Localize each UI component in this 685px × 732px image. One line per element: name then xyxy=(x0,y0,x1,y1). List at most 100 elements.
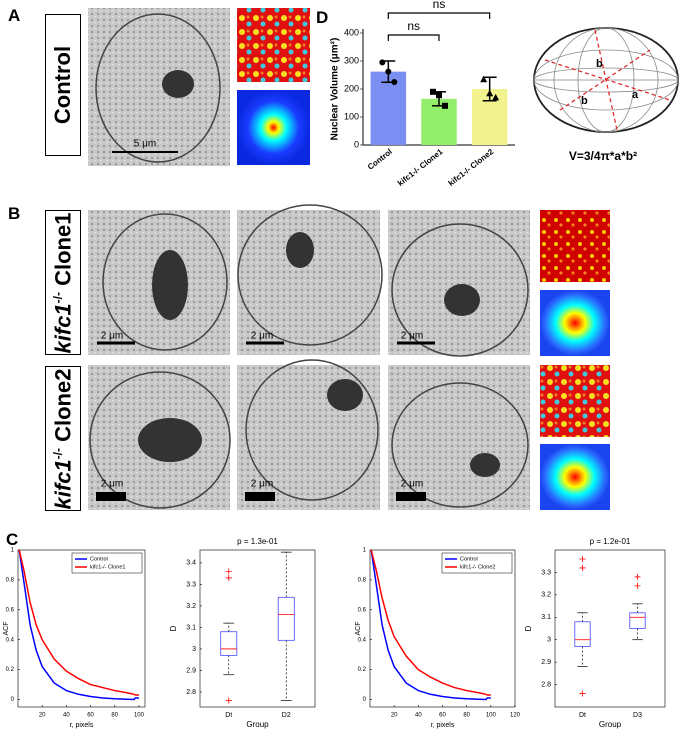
heatmap xyxy=(540,210,610,282)
y-tick-label: 1 xyxy=(11,548,15,554)
axis-label: b xyxy=(581,95,588,107)
y-tick-label: 0.4 xyxy=(6,637,15,643)
y-tick-label: 0.6 xyxy=(358,607,367,613)
row-label: Control xyxy=(45,14,81,156)
x-tick-label: kifc1-/- Clone2 xyxy=(447,147,496,188)
microscopy-images xyxy=(88,8,610,510)
y-tick-label: 0 xyxy=(363,697,367,703)
em-image xyxy=(388,210,530,355)
data-point xyxy=(492,93,500,101)
x-tick-label: 80 xyxy=(463,713,470,719)
row-label: kifc1-/- Clone2 xyxy=(45,366,81,511)
data-point xyxy=(391,79,398,85)
x-tick-label: kifc1-/- Clone1 xyxy=(396,147,445,188)
acf-map xyxy=(540,444,610,510)
bar xyxy=(370,71,407,145)
y-tick-label: 0.6 xyxy=(6,607,15,613)
significance-bracket xyxy=(387,12,491,19)
nucleolus xyxy=(138,418,202,462)
y-axis-label: D xyxy=(524,625,533,631)
x-axis-label: Group xyxy=(246,720,269,729)
y-tick-label: 200 xyxy=(344,83,359,93)
y-tick-label: 0.2 xyxy=(358,667,367,673)
legend-label: Control xyxy=(460,556,478,562)
x-tick-label: 20 xyxy=(391,713,398,719)
x-tick-label: 40 xyxy=(63,713,70,719)
line-series xyxy=(370,549,491,701)
y-tick-label: 0 xyxy=(354,139,359,149)
y-tick-label: 100 xyxy=(344,111,359,121)
nucleolus xyxy=(444,284,480,316)
nucleolus xyxy=(470,453,500,477)
y-tick-label: 2.9 xyxy=(186,667,196,674)
y-tick-label: 3.2 xyxy=(541,592,551,599)
scale-bars: 5 μm 2 μm 2 μm 2 μm 2 μm 2 μm 2 μm xyxy=(96,139,435,501)
y-axis-label: ACF xyxy=(3,622,10,636)
y-axis-label: D xyxy=(169,625,178,631)
box xyxy=(629,612,646,629)
ellipsoid-labels: b b a V=3/4π*a*b² xyxy=(569,58,639,163)
nucleolus xyxy=(327,379,363,411)
x-axis-label: r, pixels xyxy=(431,722,455,729)
axis-a xyxy=(544,59,671,101)
scale-label: 2 μm xyxy=(401,331,423,342)
y-tick-label: 3.1 xyxy=(541,614,551,621)
box xyxy=(220,631,238,656)
y-tick-label: 400 xyxy=(344,27,359,37)
scale-label: 2 μm xyxy=(251,479,273,490)
data-point xyxy=(480,75,488,83)
y-tick-label: 3 xyxy=(192,646,196,653)
box xyxy=(277,596,295,641)
outlier xyxy=(579,690,586,697)
em-image xyxy=(88,8,230,166)
x-axis-label: Group xyxy=(599,720,622,729)
x-tick-label: 80 xyxy=(111,713,118,719)
chart-title: p = 1.3e-01 xyxy=(237,537,278,546)
significance-label: ns xyxy=(433,0,446,11)
line-series xyxy=(18,549,139,701)
data-point xyxy=(436,92,442,99)
acf-map xyxy=(237,90,310,165)
y-tick-label: 0.4 xyxy=(358,637,367,643)
y-tick-label: 3 xyxy=(547,637,551,644)
significance-label: ns xyxy=(407,19,420,33)
scale-bar xyxy=(96,492,126,501)
y-axis-label: ACF xyxy=(355,622,362,636)
x-tick-label: 60 xyxy=(87,713,94,719)
nucleus-outline xyxy=(391,382,529,508)
plot-frame xyxy=(554,549,666,708)
heatmap xyxy=(540,365,610,437)
scale-label: 2 μm xyxy=(101,479,123,490)
data-point xyxy=(379,59,386,66)
axis-label: a xyxy=(632,89,639,101)
error-bar xyxy=(482,76,497,102)
y-tick-label: 3.3 xyxy=(186,581,196,588)
outlier xyxy=(225,574,232,581)
x-tick-label: 60 xyxy=(439,713,446,719)
scale-label: 2 μm xyxy=(401,479,423,490)
y-axis-label: Nuclear Volume (μm²) xyxy=(330,38,341,141)
legend-label: Control xyxy=(90,556,108,562)
scale-bar xyxy=(245,492,275,501)
scale-label: 2 μm xyxy=(101,331,123,342)
y-tick-label: 3.4 xyxy=(186,560,196,567)
y-tick-label: 3.2 xyxy=(186,603,196,610)
ellipsoid xyxy=(533,27,679,133)
data-point xyxy=(385,68,392,75)
outlier xyxy=(225,697,232,704)
panel-letter: B xyxy=(8,204,21,223)
nucleus-outline xyxy=(391,223,529,357)
y-tick-label: 2.8 xyxy=(186,689,196,696)
nucleolus xyxy=(286,232,314,268)
formula: V=3/4π*a*b² xyxy=(569,149,637,163)
line-series xyxy=(18,549,139,696)
legend-label: kifc1-/- Clone2 xyxy=(460,564,495,570)
y-tick-label: 3.3 xyxy=(541,569,551,576)
nucleus-outline xyxy=(102,213,228,351)
outlier xyxy=(579,564,586,571)
em-image xyxy=(237,210,380,355)
plot-frame xyxy=(17,549,146,708)
outlier xyxy=(634,573,641,580)
legend-box xyxy=(441,552,513,574)
